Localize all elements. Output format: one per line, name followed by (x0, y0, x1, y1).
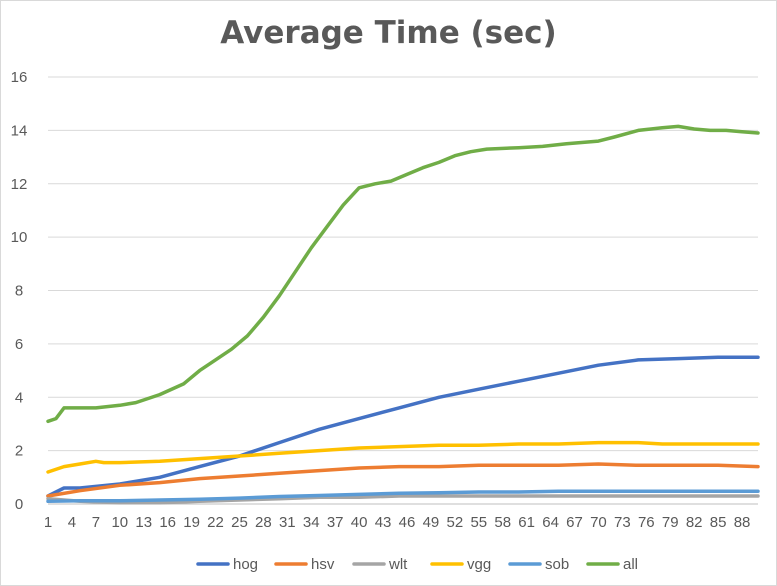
x-tick-label: 85 (710, 514, 727, 531)
x-tick-label: 1 (44, 514, 52, 531)
x-tick-label: 58 (494, 514, 511, 531)
x-tick-label: 46 (399, 514, 416, 531)
x-tick-label: 70 (590, 514, 607, 531)
series-line-all (46, 124, 760, 424)
x-tick-label: 40 (351, 514, 368, 531)
x-tick-label: 4 (68, 514, 76, 531)
x-tick-label: 82 (686, 514, 703, 531)
legend-label-vgg: vgg (467, 556, 491, 573)
x-tick-label: 34 (303, 514, 320, 531)
x-tick-label: 16 (159, 514, 176, 531)
x-tick-label: 52 (447, 514, 464, 531)
y-tick-label: 2 (15, 443, 23, 460)
y-tick-label: 14 (11, 122, 28, 139)
y-tick-label: 4 (15, 389, 23, 406)
x-tick-label: 19 (183, 514, 200, 531)
series-line-hog (46, 355, 760, 498)
x-tick-label: 13 (135, 514, 152, 531)
series-line-wlt (46, 494, 760, 505)
y-tick-label: 16 (11, 69, 28, 86)
x-tick-label: 7 (92, 514, 100, 531)
x-tick-label: 22 (207, 514, 224, 531)
x-tick-label: 64 (542, 514, 559, 531)
y-tick-label: 6 (15, 336, 23, 353)
x-tick-label: 43 (375, 514, 392, 531)
series-line-hsv (46, 462, 760, 498)
chart-title: Average Time (sec) (220, 15, 557, 51)
legend-label-wlt: wlt (388, 556, 408, 573)
x-tick-label: 88 (734, 514, 751, 531)
x-tick-label: 37 (327, 514, 344, 531)
y-tick-label: 8 (15, 283, 23, 300)
x-tick-label: 10 (111, 514, 128, 531)
x-tick-label: 28 (255, 514, 272, 531)
x-tick-label: 49 (423, 514, 440, 531)
legend-label-sob: sob (545, 556, 569, 573)
x-tick-label: 79 (662, 514, 679, 531)
y-tick-label: 0 (15, 496, 23, 513)
series-line-sob (46, 489, 760, 504)
legend-label-all: all (623, 556, 638, 573)
series-line-vgg (46, 440, 760, 474)
y-tick-label: 10 (11, 229, 28, 246)
x-tick-label: 67 (566, 514, 583, 531)
x-tick-label: 55 (470, 514, 487, 531)
legend-label-hog: hog (233, 556, 258, 573)
x-tick-label: 76 (638, 514, 655, 531)
x-tick-label: 73 (614, 514, 631, 531)
x-tick-label: 25 (231, 514, 248, 531)
x-tick-label: 31 (279, 514, 296, 531)
x-tick-label: 61 (518, 514, 535, 531)
legend-label-hsv: hsv (311, 556, 335, 573)
y-tick-label: 12 (11, 176, 28, 193)
